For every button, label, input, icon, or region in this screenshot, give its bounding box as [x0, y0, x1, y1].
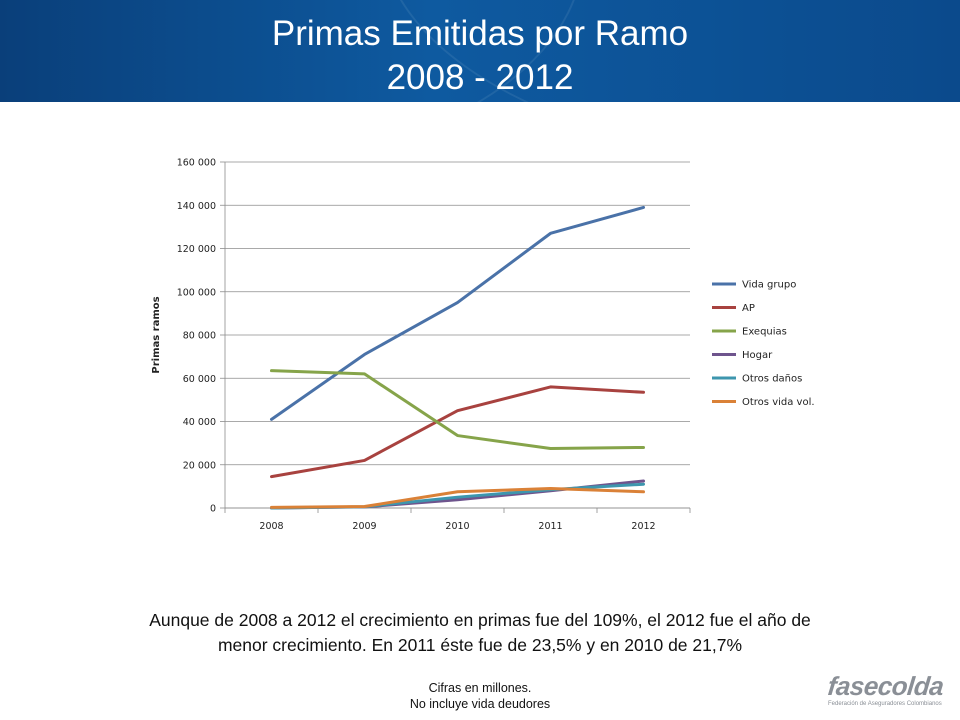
y-tick-label: 0 — [210, 504, 216, 515]
x-tick-label: 2011 — [538, 521, 562, 532]
x-tick-label: 2010 — [445, 521, 469, 532]
series-line — [270, 482, 645, 510]
footnote: Cifras en millones. No incluye vida deud… — [330, 680, 630, 712]
y-tick-label: 100 000 — [177, 287, 216, 298]
series-line — [270, 205, 645, 421]
footnote-line1: Cifras en millones. — [428, 681, 532, 695]
legend-label: AP — [742, 303, 755, 314]
legend-label: Exequias — [742, 327, 787, 338]
caption-line1: Aunque de 2008 a 2012 el crecimiento en … — [149, 610, 811, 630]
header-band — [0, 0, 960, 102]
y-tick-label: 80 000 — [183, 331, 216, 342]
series-line — [270, 487, 645, 509]
series-line — [270, 479, 645, 510]
legend-label: Otros vida vol. — [742, 397, 815, 408]
series-line — [270, 369, 645, 451]
legend-label: Otros daños — [742, 374, 802, 385]
fasecolda-logo: fasecolda Federación de Aseguradores Col… — [826, 671, 946, 712]
y-tick-label: 20 000 — [183, 460, 216, 471]
y-tick-label: 140 000 — [177, 201, 216, 212]
y-tick-label: 40 000 — [183, 417, 216, 428]
x-tick-label: 2008 — [259, 521, 283, 532]
y-tick-label: 60 000 — [183, 374, 216, 385]
y-tick-label: 120 000 — [177, 244, 216, 255]
slide-title: Primas Emitidas por Ramo 2008 - 2012 — [0, 12, 960, 100]
caption: Aunque de 2008 a 2012 el crecimiento en … — [40, 608, 920, 658]
series-line — [270, 385, 645, 479]
y-axis-label: Primas ramos — [151, 296, 162, 373]
legend-label: Hogar — [742, 350, 773, 361]
slide-title-line1: Primas Emitidas por Ramo — [271, 14, 689, 53]
slide-title-line2: 2008 - 2012 — [386, 58, 574, 97]
x-tick-label: 2012 — [631, 521, 655, 532]
x-tick-label: 2009 — [352, 521, 376, 532]
y-tick-label: 160 000 — [177, 158, 216, 169]
logo-subtitle: Federación de Aseguradores Colombianos — [828, 701, 942, 707]
legend-label: Vida grupo — [742, 280, 796, 291]
line-chart: 0 20 000 40 000 60 000 80 000 100 000 120 000 1… — [151, 158, 815, 533]
footnote-line2: No incluye vida deudores — [409, 697, 551, 711]
logo-wordmark: fasecolda — [826, 671, 946, 701]
caption-line2: menor crecimiento. En 2011 éste fue de 2… — [217, 635, 743, 655]
